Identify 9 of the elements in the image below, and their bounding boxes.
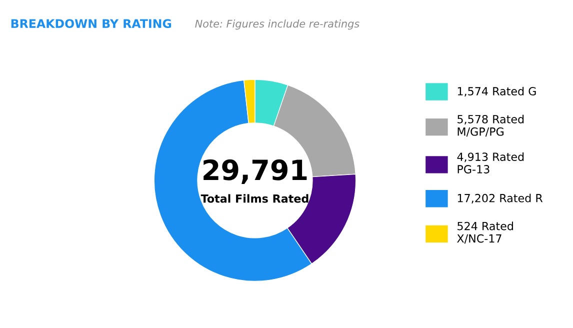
legend-label: 5,578 Rated M/GP/PG — [458, 114, 524, 137]
text: 29,791 — [204, 159, 307, 184]
legend-label: 17,202 Rated R — [458, 194, 543, 204]
legend-label: 1,574 Rated G — [458, 86, 536, 97]
text: Total Films Rated — [200, 194, 308, 203]
legend-label: 4,913 Rated PG-13 — [457, 152, 524, 174]
chart-title: BREAKDOWN BY RATING — [11, 19, 172, 28]
legend-label: 524 Rated X/NC-17 — [457, 222, 513, 244]
chart-subtitle: Note: Figures include re-ratings — [195, 20, 360, 30]
